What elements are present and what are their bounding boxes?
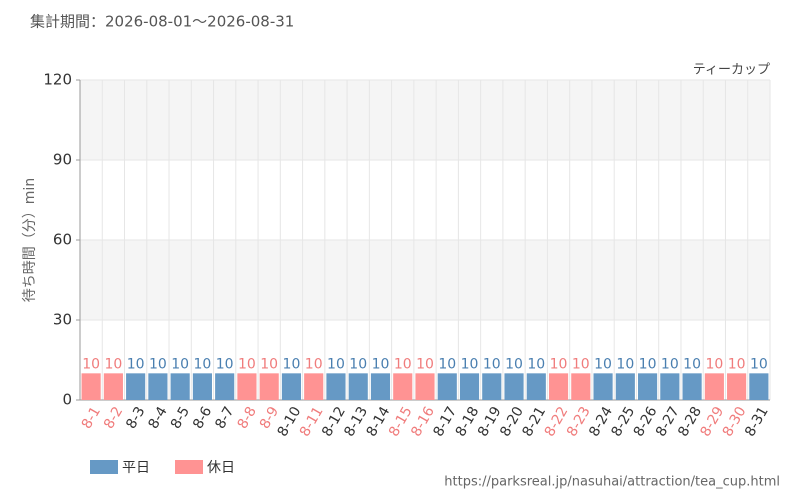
value-label: 10: [194, 356, 212, 372]
value-label: 10: [216, 356, 234, 372]
x-tick-label: 8-8: [235, 404, 260, 432]
bar: [192, 373, 212, 400]
bar: [615, 373, 635, 400]
grid-band: [80, 80, 770, 160]
bar: [170, 373, 190, 400]
x-tick-label: 8-6: [190, 404, 215, 432]
value-label: 10: [416, 356, 434, 372]
grid-band: [80, 240, 770, 320]
value-label: 10: [594, 356, 612, 372]
value-label: 10: [327, 356, 345, 372]
value-label: 10: [483, 356, 501, 372]
value-label: 10: [372, 356, 390, 372]
value-label: 10: [283, 356, 301, 372]
bar: [526, 373, 546, 400]
x-tick-label: 8-3: [123, 404, 148, 432]
bar: [749, 373, 769, 400]
value-label: 10: [82, 356, 100, 372]
bar: [727, 373, 747, 400]
value-label: 10: [639, 356, 657, 372]
chart-title: 集計期間：2026-08-01～2026-08-31: [30, 13, 294, 31]
legend-swatch: [175, 460, 203, 474]
bar: [415, 373, 435, 400]
bar: [304, 373, 324, 400]
legend-label: 休日: [207, 460, 235, 476]
bar: [571, 373, 591, 400]
bar: [682, 373, 702, 400]
value-label: 10: [661, 356, 679, 372]
y-axis-label: 待ち時間（分）min: [22, 178, 38, 302]
value-label: 10: [260, 356, 278, 372]
legend-label: 平日: [122, 460, 150, 476]
value-label: 10: [394, 356, 412, 372]
x-tick-label: 8-2: [101, 404, 126, 432]
value-label: 10: [728, 356, 746, 372]
bar: [103, 373, 123, 400]
value-label: 10: [238, 356, 256, 372]
chart-subtitle: ティーカップ: [693, 63, 770, 78]
bar: [593, 373, 613, 400]
bar: [81, 373, 101, 400]
value-label: 10: [461, 356, 479, 372]
value-label: 10: [750, 356, 768, 372]
value-label: 10: [127, 356, 145, 372]
x-tick-label: 8-31: [742, 404, 772, 440]
value-label: 10: [505, 356, 523, 372]
legend-swatch: [90, 460, 118, 474]
value-label: 10: [171, 356, 189, 372]
value-label: 10: [305, 356, 323, 372]
bar: [348, 373, 368, 400]
value-label: 10: [104, 356, 122, 372]
y-tick-label: 90: [53, 151, 72, 169]
value-label: 10: [438, 356, 456, 372]
bar: [393, 373, 413, 400]
bar: [504, 373, 524, 400]
source: https://parksreal.jp/nasuhai/attraction/…: [444, 475, 780, 490]
bar: [237, 373, 257, 400]
value-label: 10: [349, 356, 367, 372]
value-label: 10: [616, 356, 634, 372]
x-tick-label: 8-7: [212, 404, 237, 432]
bar: [548, 373, 569, 400]
bar: [437, 373, 457, 400]
bar: [482, 373, 502, 400]
value-label: 10: [149, 356, 167, 372]
x-tick-label: 8-1: [79, 404, 104, 432]
y-tick-label: 0: [62, 391, 72, 409]
value-label: 10: [683, 356, 701, 372]
value-label: 10: [527, 356, 545, 372]
y-tick-label: 120: [43, 71, 72, 89]
value-label: 10: [705, 356, 723, 372]
bar: [660, 373, 680, 400]
bar: [126, 373, 146, 400]
bar: [326, 373, 346, 400]
bar: [459, 373, 480, 400]
bar: [638, 373, 658, 400]
x-tick-label: 8-5: [168, 404, 193, 432]
bar: [259, 373, 279, 400]
x-tick-label: 8-4: [146, 404, 171, 432]
y-tick-label: 30: [53, 311, 72, 329]
bar: [148, 373, 168, 400]
value-label: 10: [550, 356, 568, 372]
bar: [704, 373, 724, 400]
bar: [215, 373, 235, 400]
y-tick-label: 60: [53, 231, 72, 249]
bar: [370, 373, 391, 400]
bar: [281, 373, 302, 400]
value-label: 10: [572, 356, 590, 372]
